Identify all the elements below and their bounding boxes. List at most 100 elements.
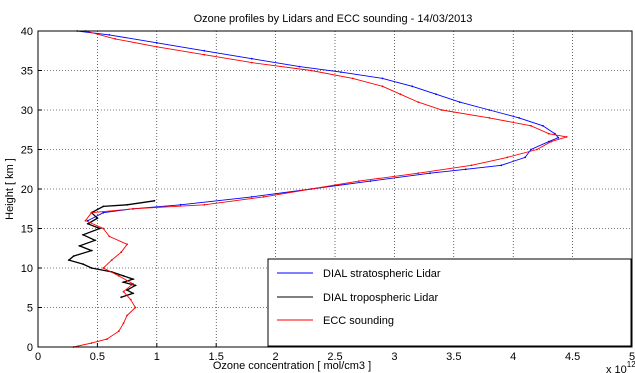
data-point xyxy=(464,168,467,171)
legend-label-dial-tropospheric-lidar: DIAL tropospheric Lidar xyxy=(323,292,438,304)
x-axis-ticks: 0 0.5 1 1.5 2 2.5 3 3.5 4 4.5 5 xyxy=(35,343,635,363)
data-point xyxy=(120,296,123,299)
data-point xyxy=(153,199,156,202)
data-point xyxy=(102,227,105,230)
x-axis-exponent: x 1012 xyxy=(606,360,635,373)
data-point xyxy=(122,322,125,325)
data-point xyxy=(203,203,206,206)
x-tick-label: 2 xyxy=(273,351,279,363)
data-point xyxy=(129,298,132,301)
series-lines xyxy=(67,30,568,348)
series-line-dial-stratospheric-lidar xyxy=(77,30,560,222)
data-point xyxy=(122,275,125,277)
data-point xyxy=(506,156,509,159)
data-point xyxy=(126,314,128,317)
data-point xyxy=(518,117,520,119)
y-tick-label: 20 xyxy=(21,184,33,196)
data-point xyxy=(87,222,89,225)
chart-title: Ozone profiles by Lidars and ECC soundin… xyxy=(194,13,473,25)
data-point xyxy=(90,249,93,252)
data-point xyxy=(298,65,301,68)
data-point xyxy=(542,124,544,127)
x-tick-label: 2.5 xyxy=(327,351,342,363)
x-tick-label: 0 xyxy=(35,351,41,363)
data-point xyxy=(102,205,105,208)
data-point xyxy=(488,109,491,111)
y-tick-label: 10 xyxy=(21,263,33,275)
plot-frame xyxy=(37,30,633,348)
x-tick-label: 1 xyxy=(154,351,160,363)
legend: DIAL stratospheric Lidar DIAL tropospheri… xyxy=(267,258,632,347)
y-tick-label: 15 xyxy=(21,224,33,236)
legend-label-dial-stratospheric-lidar: DIAL stratospheric Lidar xyxy=(323,268,441,280)
data-point xyxy=(82,263,84,265)
data-point xyxy=(114,38,117,40)
data-point xyxy=(310,69,313,72)
data-point xyxy=(122,281,125,284)
x-tick-label: 4.5 xyxy=(565,351,580,363)
data-point xyxy=(351,77,354,80)
data-point xyxy=(134,284,137,287)
data-point xyxy=(96,217,99,220)
series-dial-stratospheric-lidar xyxy=(76,30,560,222)
data-point xyxy=(155,45,158,48)
data-point xyxy=(470,164,473,167)
x-tick-label: 5 xyxy=(629,351,635,363)
data-point xyxy=(90,342,93,344)
data-point xyxy=(557,136,560,139)
data-point xyxy=(488,117,491,119)
data-point xyxy=(262,196,265,198)
data-point xyxy=(429,172,431,175)
y-axis-label: Height [ km ] xyxy=(4,158,16,220)
data-point xyxy=(547,140,550,143)
data-point xyxy=(108,235,111,238)
grid-lines xyxy=(38,31,632,347)
y-tick-label: 5 xyxy=(27,303,33,315)
series-line-ecc-sounding xyxy=(73,30,567,348)
data-point xyxy=(250,57,253,60)
data-point xyxy=(132,278,134,280)
series-line-dial-tropospheric-lidar xyxy=(67,200,155,298)
data-point xyxy=(458,101,461,103)
data-point xyxy=(340,71,342,73)
data-point xyxy=(357,180,360,183)
legend-box xyxy=(267,258,632,347)
x-axis-exponent-power: 12 xyxy=(627,360,635,369)
data-point xyxy=(250,61,253,64)
data-point xyxy=(441,109,443,111)
data-point xyxy=(547,132,550,135)
x-tick-label: 3.5 xyxy=(446,351,461,363)
data-point xyxy=(530,148,532,151)
x-tick-label: 4 xyxy=(510,351,516,363)
data-point xyxy=(72,255,75,257)
x-axis-label: Ozone concentration [ mol/cm3 ] xyxy=(213,360,371,372)
x-tick-label: 3 xyxy=(391,351,397,363)
data-point xyxy=(90,267,93,269)
data-point xyxy=(310,188,313,190)
data-point xyxy=(84,219,87,222)
data-point xyxy=(126,203,128,206)
data-point xyxy=(524,156,526,159)
legend-label-ecc-sounding: ECC sounding xyxy=(323,315,394,327)
data-point xyxy=(500,164,503,167)
data-point xyxy=(550,140,553,143)
data-point xyxy=(117,330,120,333)
data-point xyxy=(78,245,81,247)
data-point xyxy=(120,251,123,254)
data-point xyxy=(108,34,111,36)
data-point xyxy=(68,259,70,261)
x-tick-label: 1.5 xyxy=(209,351,224,363)
series-dial-tropospheric-lidar xyxy=(67,199,156,299)
y-tick-label: 25 xyxy=(21,145,33,157)
x-axis-exponent-base: x 10 xyxy=(606,364,627,373)
data-point xyxy=(411,85,414,88)
y-tick-label: 30 xyxy=(21,105,33,117)
data-point xyxy=(132,207,134,210)
data-point xyxy=(565,136,568,138)
data-point xyxy=(381,77,384,80)
data-point xyxy=(126,243,128,246)
data-point xyxy=(132,282,134,285)
data-point xyxy=(90,211,93,214)
x-tick-label: 0.5 xyxy=(90,351,105,363)
data-point xyxy=(134,306,137,309)
